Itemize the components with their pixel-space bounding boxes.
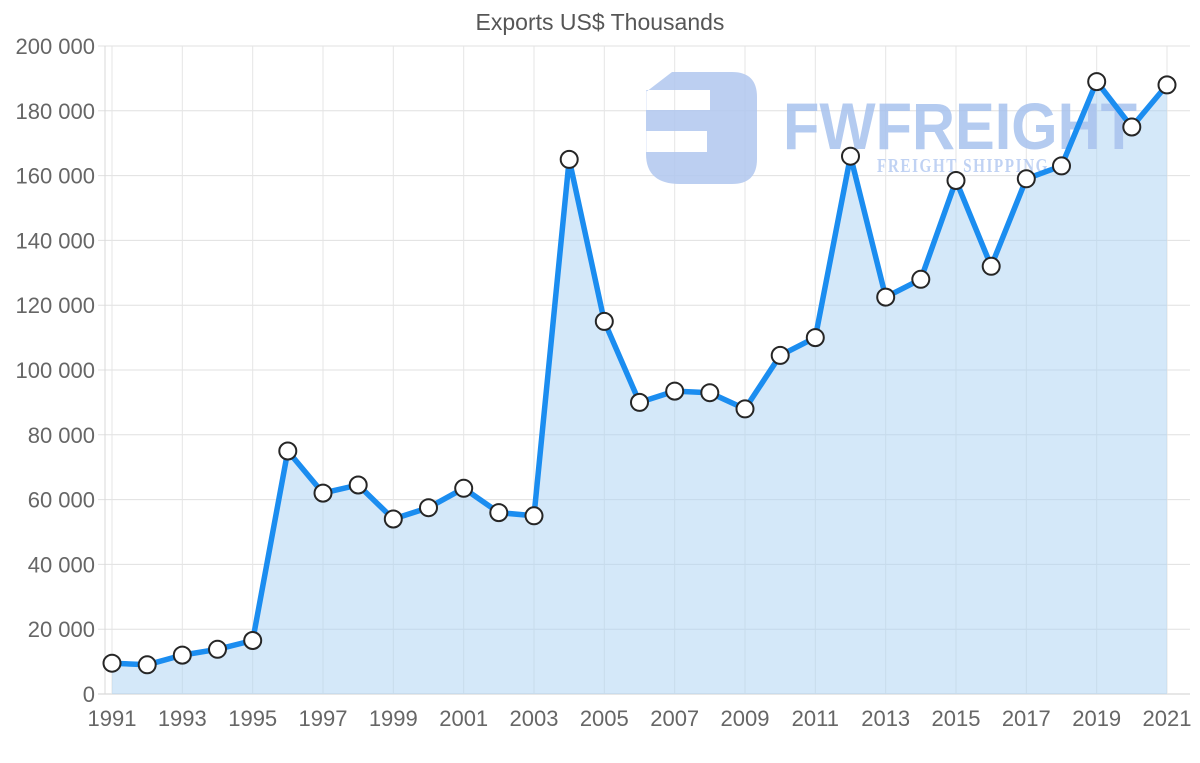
fwfreight-logo-icon [646, 72, 757, 184]
x-tick-label: 1999 [369, 706, 418, 731]
data-point-marker[interactable] [1052, 156, 1071, 176]
x-tick-label: 1997 [299, 706, 348, 731]
data-point-marker[interactable] [805, 328, 825, 348]
data-point-marker[interactable] [524, 506, 544, 526]
data-point-marker[interactable] [208, 639, 227, 659]
y-tick-label: 140 000 [15, 228, 95, 253]
x-tick-label: 1995 [228, 706, 277, 731]
data-point-marker[interactable] [1157, 75, 1177, 95]
data-point-marker[interactable] [876, 287, 896, 307]
y-tick-label: 200 000 [15, 34, 95, 59]
x-tick-label: 2001 [439, 706, 488, 731]
y-tick-label: 180 000 [15, 99, 95, 124]
data-point-marker[interactable] [313, 483, 333, 503]
data-point-marker[interactable] [911, 269, 931, 289]
data-point-marker[interactable] [665, 381, 685, 401]
data-point-marker[interactable] [348, 475, 368, 495]
y-tick-label: 40 000 [28, 552, 95, 577]
watermark-brand-text: FWFREIGHT [783, 89, 1137, 163]
data-point-marker[interactable] [700, 383, 720, 403]
x-tick-label: 2021 [1143, 706, 1192, 731]
data-point-marker[interactable] [735, 399, 755, 419]
data-point-marker[interactable] [1122, 117, 1142, 137]
data-point-marker[interactable] [383, 509, 403, 529]
data-point-marker[interactable] [278, 441, 298, 461]
x-tick-label: 2009 [721, 706, 770, 731]
y-tick-label: 120 000 [15, 293, 95, 318]
data-point-marker[interactable] [981, 256, 1001, 276]
data-point-marker[interactable] [1016, 169, 1036, 189]
data-point-marker[interactable] [594, 311, 614, 331]
x-tick-label: 2003 [510, 706, 559, 731]
data-point-marker[interactable] [946, 171, 966, 190]
data-point-markers [102, 72, 1177, 675]
x-tick-label: 2013 [861, 706, 910, 731]
y-tick-label: 60 000 [28, 488, 95, 513]
x-tick-label: 2019 [1072, 706, 1121, 731]
x-tick-label: 2005 [580, 706, 629, 731]
data-point-marker[interactable] [559, 149, 579, 169]
data-point-marker[interactable] [489, 503, 509, 523]
x-tick-label: 2011 [792, 706, 839, 731]
data-point-marker[interactable] [454, 478, 474, 498]
data-point-marker[interactable] [1087, 72, 1107, 92]
y-tick-label: 100 000 [15, 358, 95, 383]
data-point-marker[interactable] [102, 653, 122, 673]
data-point-marker[interactable] [841, 146, 860, 166]
x-axis-tick-labels: 1991 1993 1995 1997 1999 2001 2003 2005 2007 2009… [88, 706, 1192, 731]
data-point-marker[interactable] [630, 392, 649, 412]
x-tick-label: 2007 [650, 706, 699, 731]
y-tick-label: 20 000 [28, 617, 95, 642]
chart-title: Exports US$ Thousands [476, 9, 725, 35]
data-point-marker[interactable] [419, 498, 438, 518]
watermark-tagline-text: FREIGHT SHIPPING [877, 155, 1049, 177]
data-point-marker[interactable] [172, 645, 192, 665]
y-axis-tick-labels: 0 20 000 40 000 60 000 80 000 100 000 120 000 1… [15, 34, 95, 707]
data-point-marker[interactable] [137, 655, 157, 675]
y-tick-label: 0 [83, 682, 95, 707]
x-tick-label: 1991 [88, 706, 137, 731]
y-tick-label: 160 000 [15, 164, 95, 189]
y-tick-label: 80 000 [28, 423, 95, 448]
x-tick-label: 2017 [1002, 706, 1051, 731]
series-area-fill [112, 81, 1167, 695]
data-point-marker[interactable] [243, 631, 263, 650]
x-tick-label: 2015 [932, 706, 981, 731]
x-tick-label: 1993 [158, 706, 207, 731]
data-point-marker[interactable] [770, 345, 790, 365]
